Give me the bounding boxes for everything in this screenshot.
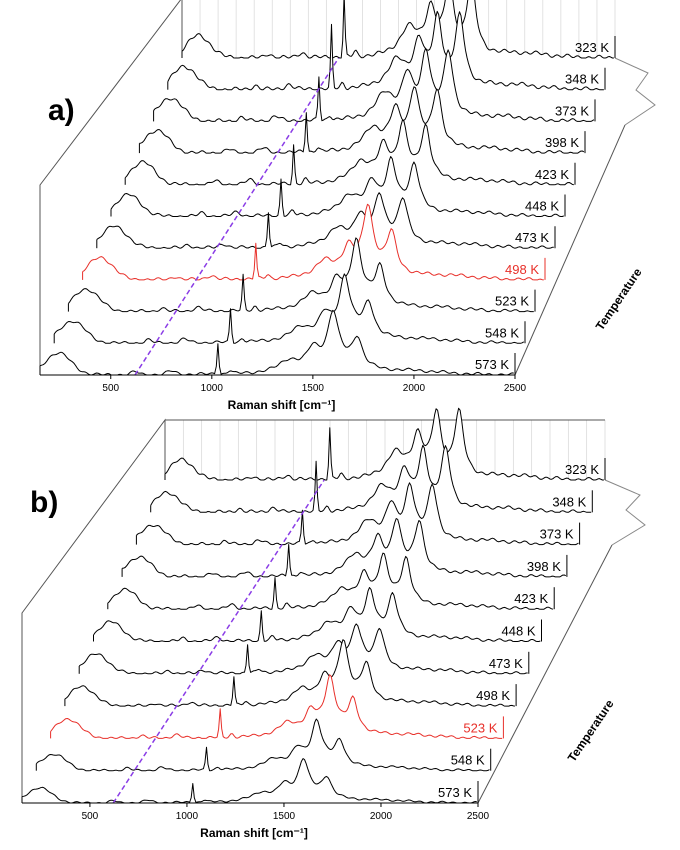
x-tick-label: 2500: [467, 811, 490, 822]
x-tick-label: 500: [102, 383, 119, 394]
temperature-label: 523 K: [495, 294, 529, 309]
spectrum-mask: [122, 518, 567, 577]
spectrum-mask: [136, 482, 580, 545]
spectrum-line-373k: [153, 47, 595, 122]
spectrum-line-348k: [150, 444, 592, 513]
x-tick-label: 500: [82, 811, 99, 822]
spectrum-mask: [50, 674, 504, 739]
spectrum-mask: [165, 408, 605, 480]
temperature-label: 323 K: [575, 40, 609, 55]
temperature-label: 573 K: [438, 785, 472, 800]
guide-dashed-line: [112, 479, 325, 804]
depth-axis: [477, 544, 613, 804]
temperature-label: 348 K: [552, 494, 586, 509]
temperature-label: 423 K: [535, 167, 569, 182]
spectrum-mask: [96, 192, 556, 249]
temperature-label: 373 K: [540, 527, 574, 542]
temperature-label: 373 K: [555, 103, 589, 118]
spectrum-mask: [125, 120, 575, 185]
spectrum-line-523k: [50, 674, 503, 739]
spectrum-line-523k: [67, 237, 534, 313]
temperature-axis-title: Temperature: [565, 697, 617, 765]
spectrum-mask: [111, 156, 565, 217]
temperature-label: 423 K: [514, 591, 548, 606]
spectrum-line-448k: [93, 587, 541, 642]
spectrum-line-373k: [136, 482, 579, 546]
spectrum-mask: [93, 587, 542, 642]
x-axis-title: Raman shift [cm⁻¹]: [200, 826, 308, 840]
spectrum-line-423k: [124, 119, 575, 186]
x-tick-label: 1500: [302, 383, 325, 394]
temperature-label: 523 K: [463, 720, 497, 735]
panel-label: b): [30, 486, 58, 519]
temperature-label: 448 K: [502, 624, 536, 639]
x-tick-label: 1000: [201, 383, 224, 394]
spectrum-mask: [139, 86, 585, 154]
x-axis-title: Raman shift [cm⁻¹]: [228, 398, 336, 412]
temperature-label: 498 K: [476, 688, 510, 703]
guide-dashed-line: [134, 57, 340, 376]
spectrum-line-473k: [78, 623, 528, 675]
x-tick-label: 2000: [403, 383, 426, 394]
x-tick-label: 1500: [273, 811, 296, 822]
spectrum-line-573k: [21, 758, 477, 804]
temperature-label: 498 K: [505, 262, 539, 277]
spectrum-line-548k: [53, 273, 525, 344]
panel-label: a): [48, 94, 75, 127]
spectrum-mask: [167, 11, 606, 90]
depth-edge: [604, 479, 646, 546]
side-wall: [39, 0, 183, 375]
panel-b: 323 K 348 K 373 K 398 K 423 K 448 K 473 K 498 K…: [21, 407, 646, 840]
spectrum-line-348k: [167, 10, 604, 91]
spectrum-line-398k: [139, 86, 585, 154]
temperature-label: 398 K: [527, 559, 561, 574]
spectrum-mask: [79, 623, 529, 674]
x-tick-label: 2500: [504, 383, 527, 394]
depth-edge: [614, 57, 656, 126]
spectrum-mask: [153, 48, 595, 122]
temperature-label: 548 K: [485, 325, 519, 340]
temperature-label: 348 K: [565, 72, 599, 87]
temperature-label: 573 K: [475, 357, 509, 372]
spectrum-line-323k: [181, 0, 614, 59]
spectrum-line-398k: [122, 518, 567, 578]
spectrum-mask: [107, 553, 555, 610]
x-tick-label: 2000: [370, 811, 393, 822]
side-wall: [21, 418, 166, 803]
temperature-label: 323 K: [565, 462, 599, 477]
spectrum-line-498k: [82, 203, 544, 281]
panel-a: 323 K 348 K 373 K 398 K 423 K 448 K 473 K 498 K…: [39, 0, 656, 412]
x-tick-label: 1000: [176, 811, 199, 822]
spectrum-mask: [150, 445, 593, 513]
temperature-label: 448 K: [525, 199, 559, 214]
temperature-label: 473 K: [515, 230, 549, 245]
depth-axis: [514, 124, 626, 376]
spectrum-line-498k: [64, 639, 515, 707]
spectrum-line-323k: [164, 407, 604, 481]
temperature-axis-title: Temperature: [593, 265, 645, 333]
temperature-label: 548 K: [451, 753, 485, 768]
temperature-label: 398 K: [545, 135, 579, 150]
temperature-label: 473 K: [489, 656, 523, 671]
spectrum-mask: [182, 0, 615, 58]
spectrum-line-548k: [35, 718, 490, 772]
spectrum-line-473k: [96, 192, 554, 249]
spectrum-line-448k: [110, 156, 564, 217]
spectrum-line-423k: [107, 552, 554, 610]
